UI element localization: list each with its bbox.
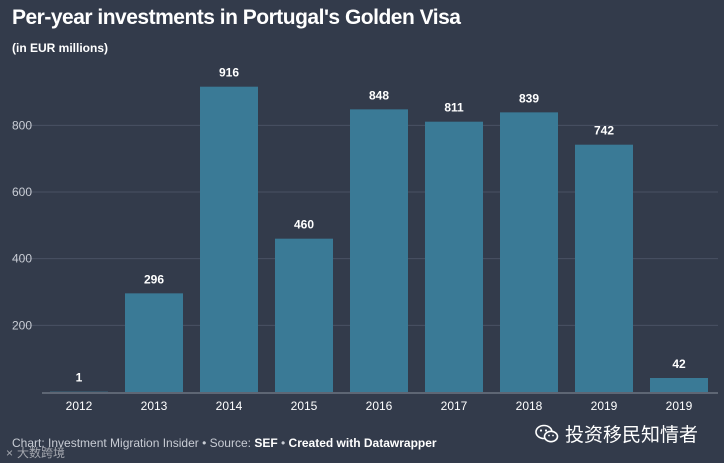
y-tick-label: 800 xyxy=(12,118,32,132)
bar-value-label: 839 xyxy=(519,91,539,105)
y-tick-label: 600 xyxy=(12,185,32,199)
x-tick-label: 2012 xyxy=(66,399,93,413)
x-tick-label: 2018 xyxy=(516,399,543,413)
bar[interactable] xyxy=(500,112,558,392)
bar-value-label: 916 xyxy=(219,66,239,80)
bar[interactable] xyxy=(350,109,408,392)
x-tick-label: 2015 xyxy=(291,399,318,413)
watermark-right-text: 投资移民知情者 xyxy=(564,425,698,446)
watermark-right: 投资移民知情者 xyxy=(535,420,698,447)
chart-footer: Chart: Investment Migration Insider • So… xyxy=(12,436,437,450)
bar[interactable] xyxy=(575,144,633,392)
chart-title: Per-year investments in Portugal's Golde… xyxy=(12,6,461,29)
wechat-icon xyxy=(535,424,559,442)
y-tick-label: 200 xyxy=(12,318,32,332)
x-tick-label: 2016 xyxy=(366,399,393,413)
bar-value-label: 811 xyxy=(444,101,464,115)
bar[interactable] xyxy=(425,121,483,393)
chart-subtitle: (in EUR millions) xyxy=(12,41,108,55)
x-tick-label: 2019 xyxy=(591,399,618,413)
footer-prefix: Chart: Investment Migration Insider • So… xyxy=(12,436,255,450)
bar-value-label: 1 xyxy=(76,371,83,385)
footer-separator: • xyxy=(277,436,289,450)
bar[interactable] xyxy=(200,86,258,392)
bar[interactable] xyxy=(650,378,708,392)
bar-value-label: 296 xyxy=(144,272,164,286)
bar-value-label: 848 xyxy=(369,88,389,102)
footer-credit[interactable]: Created with Datawrapper xyxy=(288,436,437,450)
x-tick-label: 2019 xyxy=(666,399,693,413)
watermark-left-text: 大数跨境 xyxy=(17,446,66,460)
watermark-left: × 大数跨境 xyxy=(6,444,65,461)
bar[interactable] xyxy=(275,238,333,392)
bar-value-label: 460 xyxy=(294,218,314,232)
bar-value-label: 42 xyxy=(672,357,686,371)
x-tick-label: 2014 xyxy=(216,399,243,413)
footer-source[interactable]: SEF xyxy=(254,436,278,450)
bar-value-label: 742 xyxy=(594,124,614,138)
bar[interactable] xyxy=(125,293,183,392)
y-tick-label: 400 xyxy=(12,252,32,266)
close-icon[interactable]: × xyxy=(6,446,14,460)
x-tick-label: 2017 xyxy=(441,399,468,413)
x-tick-label: 2013 xyxy=(141,399,168,413)
